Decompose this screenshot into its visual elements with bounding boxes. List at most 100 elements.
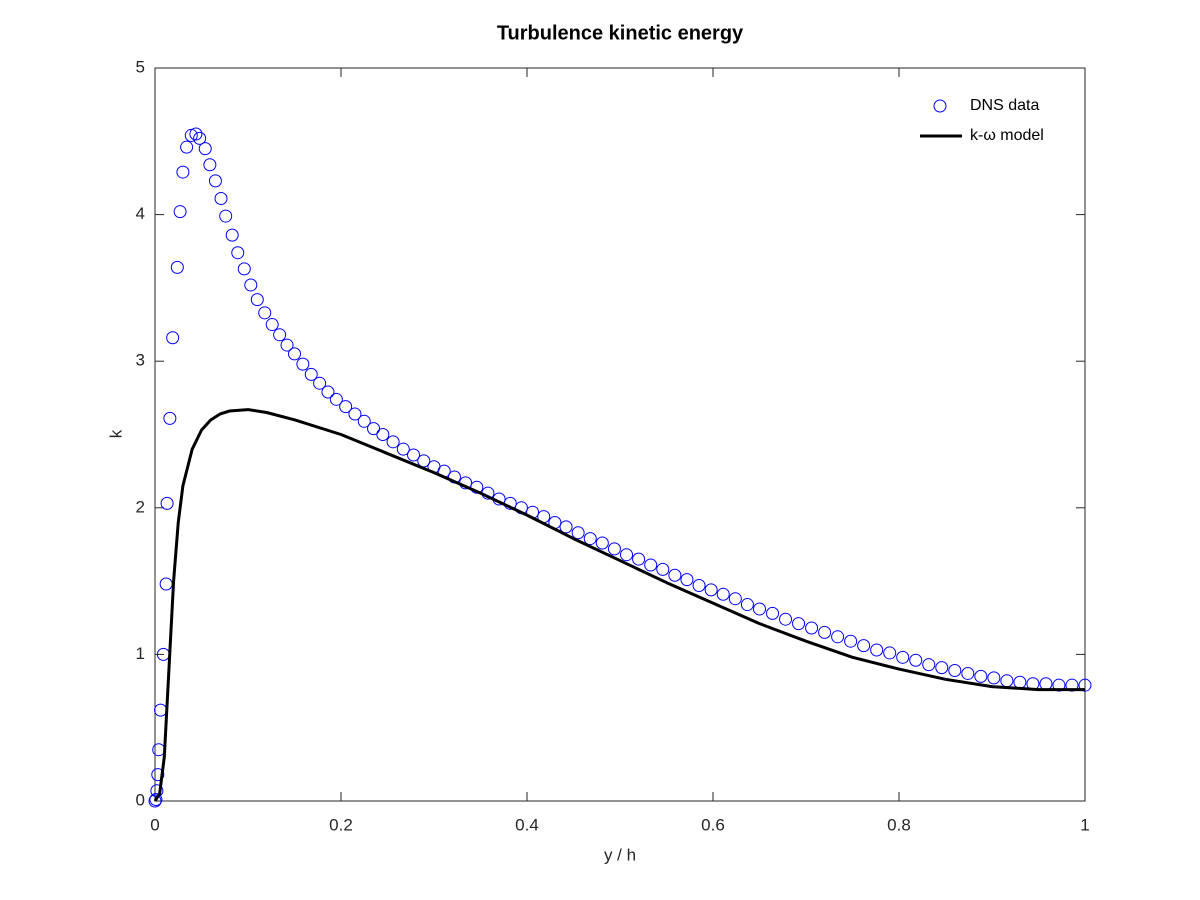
dns-marker	[321, 385, 335, 399]
dns-marker	[244, 278, 258, 292]
x-tick-label: 1	[1080, 815, 1089, 834]
dns-marker	[883, 646, 897, 660]
dns-marker	[296, 357, 310, 371]
dns-marker	[280, 338, 294, 352]
y-tick-label: 4	[136, 204, 145, 223]
dns-marker	[386, 435, 400, 449]
x-tick-label: 0	[150, 815, 159, 834]
dns-marker	[818, 625, 832, 639]
dns-marker	[974, 669, 988, 683]
dns-marker	[189, 127, 203, 141]
chart-title: Turbulence kinetic energy	[497, 22, 744, 44]
dns-marker	[180, 140, 194, 154]
dns-marker	[792, 617, 806, 631]
dns-marker	[844, 634, 858, 648]
dns-marker	[163, 411, 177, 425]
dns-marker	[896, 650, 910, 664]
dns-marker	[704, 583, 718, 597]
dns-marker	[148, 794, 162, 808]
dns-marker	[176, 165, 190, 179]
dns-marker	[214, 191, 228, 205]
dns-marker	[1078, 678, 1092, 692]
y-tick-label: 3	[136, 351, 145, 370]
dns-marker	[329, 392, 343, 406]
dns-marker	[151, 768, 165, 782]
dns-marker	[728, 592, 742, 606]
dns-marker	[1052, 678, 1066, 692]
dns-marker	[1065, 678, 1079, 692]
dns-marker	[716, 587, 730, 601]
dns-marker	[219, 209, 233, 223]
dns-marker	[304, 367, 318, 381]
dns-marker	[692, 578, 706, 592]
dns-marker	[583, 532, 597, 546]
dns-marker	[680, 573, 694, 587]
dns-marker	[870, 643, 884, 657]
dns-marker	[571, 526, 585, 540]
x-axis-label: y / h	[604, 845, 636, 864]
y-axis-label: k	[106, 429, 125, 438]
legend-label: DNS data	[970, 97, 1039, 114]
y-tick-label: 2	[136, 497, 145, 516]
dns-marker	[367, 422, 381, 436]
dns-marker	[237, 262, 251, 276]
dns-marker	[208, 174, 222, 188]
dns-marker	[559, 520, 573, 534]
dns-marker	[407, 448, 421, 462]
dns-marker	[313, 376, 327, 390]
dns-marker	[376, 428, 390, 441]
dns-marker	[198, 142, 212, 156]
dns-marker	[831, 630, 845, 644]
dns-marker	[396, 442, 410, 456]
dns-marker	[166, 331, 180, 345]
legend-label: k-ω model	[970, 127, 1044, 144]
dns-marker	[740, 598, 754, 612]
dns-marker	[265, 318, 279, 332]
dns-marker	[273, 328, 287, 342]
dns-marker	[668, 568, 682, 582]
legend-marker	[933, 99, 947, 113]
dns-marker	[753, 602, 766, 616]
dns-marker	[173, 205, 187, 219]
dns-marker	[250, 293, 264, 307]
dns-marker	[766, 606, 780, 620]
dns-marker	[357, 414, 371, 428]
y-tick-label: 5	[136, 57, 145, 76]
x-tick-label: 0.8	[887, 815, 911, 834]
dns-marker	[348, 407, 362, 421]
x-tick-label: 0.6	[701, 815, 725, 834]
dns-marker	[595, 536, 609, 550]
dns-marker	[948, 664, 962, 678]
dns-marker	[805, 621, 819, 635]
y-tick-label: 0	[136, 790, 145, 809]
dns-marker	[258, 306, 272, 320]
dns-marker	[225, 228, 239, 242]
dns-marker	[339, 400, 353, 414]
dns-marker	[203, 158, 217, 172]
dns-marker	[857, 639, 871, 653]
dns-marker	[149, 793, 163, 807]
dns-marker	[779, 612, 793, 626]
dns-marker	[644, 558, 658, 572]
dns-marker	[961, 666, 975, 680]
model-line	[153, 408, 1085, 802]
dns-marker	[620, 548, 634, 562]
y-tick-label: 1	[136, 644, 145, 663]
dns-marker	[935, 661, 949, 675]
dns-marker	[656, 562, 670, 576]
dns-marker	[987, 671, 1001, 685]
plot-frame	[154, 67, 1086, 802]
dns-marker	[193, 131, 207, 145]
dns-marker	[288, 347, 301, 361]
dns-marker	[632, 552, 646, 566]
dns-marker	[922, 658, 936, 672]
dns-marker	[170, 260, 184, 274]
x-tick-label: 0.4	[515, 815, 539, 834]
dns-marker	[909, 653, 923, 667]
dns-marker	[231, 246, 245, 260]
dns-marker	[607, 542, 621, 556]
dns-marker	[160, 496, 174, 510]
